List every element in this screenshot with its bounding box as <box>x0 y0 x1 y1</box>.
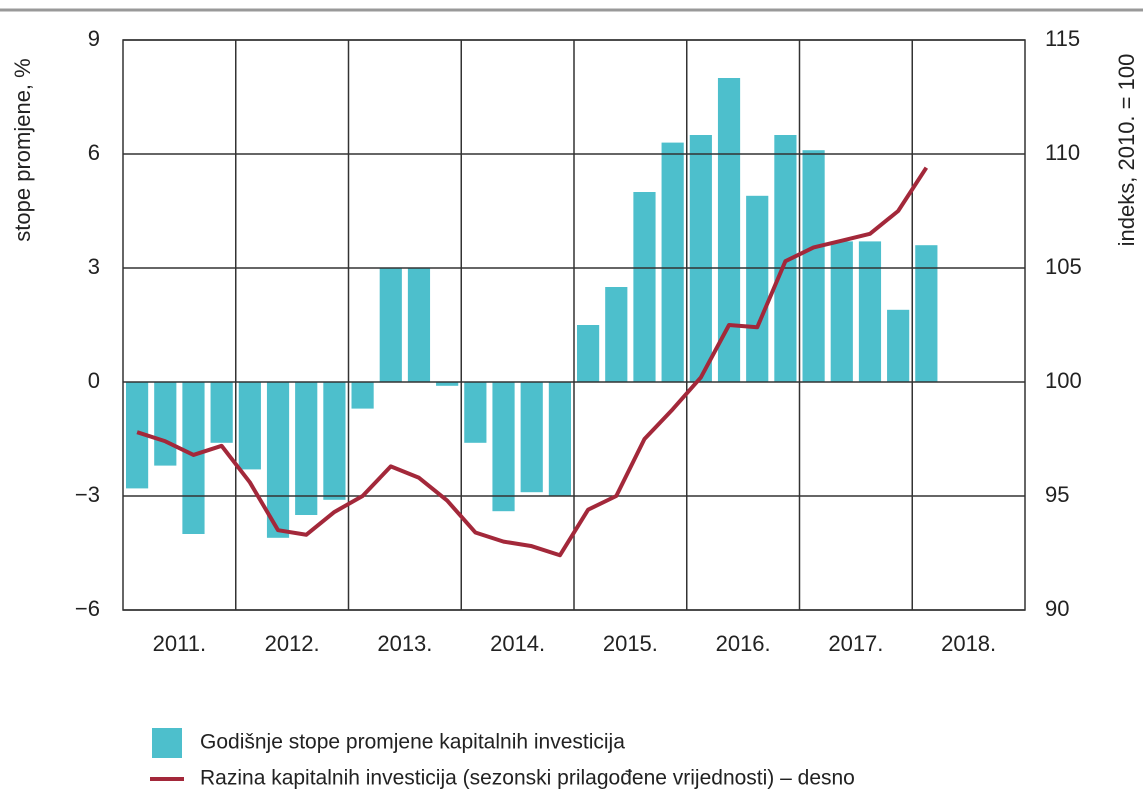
x-tick-label: 2013. <box>377 631 432 656</box>
y-tick-label: 3 <box>88 254 100 279</box>
y-axis-label: stope promjene, % <box>10 58 35 241</box>
bar <box>210 382 233 443</box>
bar <box>295 382 318 515</box>
x-tick-label: 2014. <box>490 631 545 656</box>
bar <box>915 245 938 382</box>
y2-tick-label: 95 <box>1045 482 1069 507</box>
bar <box>661 142 684 382</box>
legend-swatch <box>152 728 182 758</box>
y2-tick-label: 90 <box>1045 596 1069 621</box>
bar <box>689 135 712 382</box>
x-tick-label: 2011. <box>153 631 206 656</box>
y-tick-label: 9 <box>88 26 100 51</box>
bar <box>436 382 459 386</box>
x-tick-label: 2018. <box>941 631 996 656</box>
bar <box>238 382 261 470</box>
bar <box>520 382 543 493</box>
y2-tick-label: 110 <box>1045 140 1080 165</box>
bar <box>858 241 882 382</box>
y-tick-label: −6 <box>75 596 100 621</box>
bar <box>126 382 149 489</box>
x-tick-label: 2012. <box>265 631 320 656</box>
line <box>136 166 929 558</box>
bar <box>182 382 205 534</box>
bar <box>802 150 825 382</box>
bar <box>774 135 797 382</box>
bar <box>351 382 374 409</box>
bar <box>407 268 431 382</box>
y-tick-label: 6 <box>88 140 100 165</box>
plot-frame <box>122 39 1026 611</box>
y2-tick-label: 115 <box>1045 26 1080 51</box>
x-tick-label: 2017. <box>828 631 883 656</box>
bar <box>379 268 402 382</box>
bar <box>266 382 290 538</box>
bar <box>492 382 515 512</box>
bar <box>323 382 346 500</box>
legend-label: Razina kapitalnih investicija (sezonski … <box>200 767 855 790</box>
y2-tick-label: 100 <box>1045 368 1082 393</box>
bar <box>746 195 769 382</box>
x-tick-label: 2015. <box>603 631 658 656</box>
y2-tick-label: 105 <box>1045 254 1082 279</box>
y-tick-label: 0 <box>88 368 100 393</box>
legend-label: Godišnje stope promjene kapitalnih inves… <box>200 731 625 754</box>
y-tick-label: −3 <box>75 482 100 507</box>
bar <box>830 241 853 382</box>
x-tick-label: 2016. <box>716 631 771 656</box>
bar <box>887 309 910 382</box>
bar <box>464 382 487 443</box>
y2-axis-label: indeks, 2010. = 100 <box>1114 54 1139 247</box>
bar <box>577 325 600 382</box>
bar <box>548 382 571 496</box>
bar <box>605 287 628 382</box>
bar <box>633 192 656 382</box>
bar <box>154 382 177 466</box>
